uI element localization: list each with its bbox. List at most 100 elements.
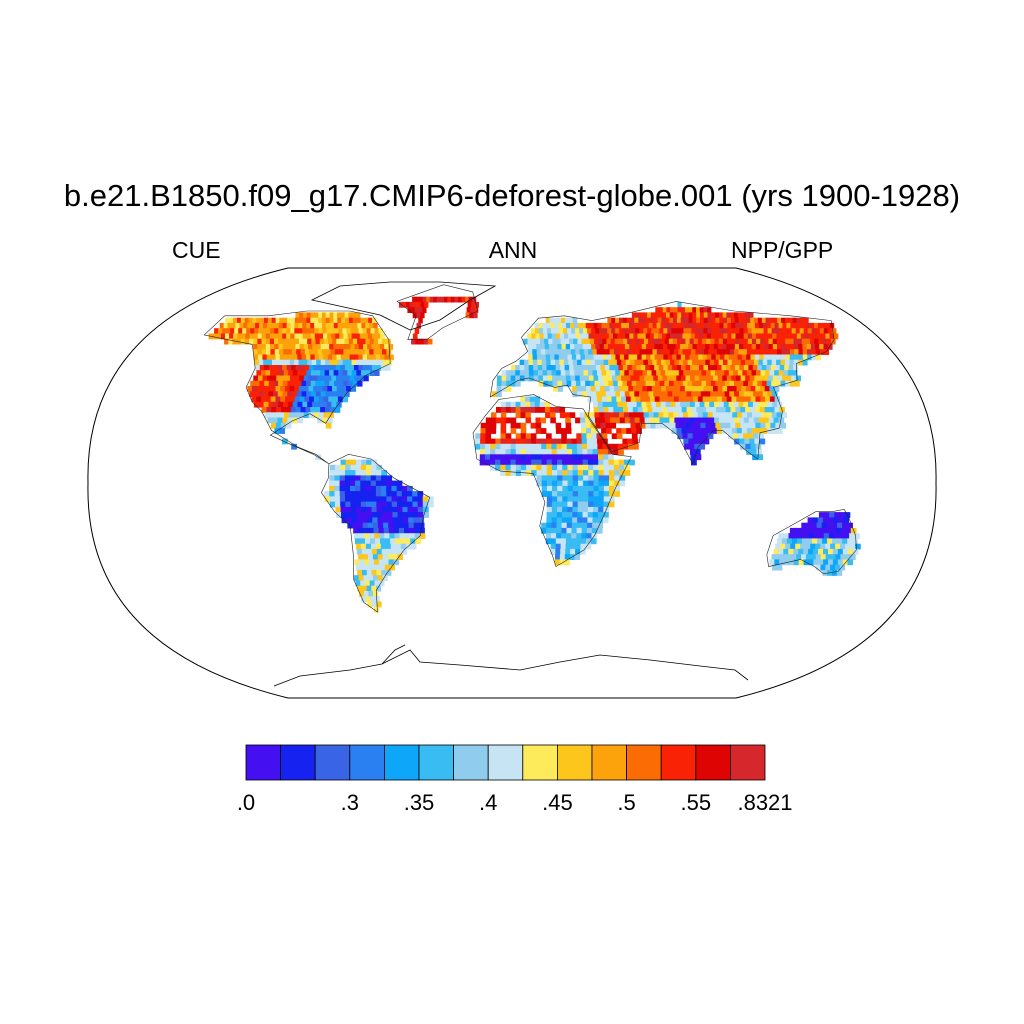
land-grid-cell [275, 422, 282, 429]
land-grid-cell [340, 365, 346, 371]
land-grid-cell [768, 375, 774, 382]
land-grid-cell [684, 322, 689, 329]
land-grid-cell [345, 470, 351, 476]
land-grid-cell [334, 491, 341, 497]
land-grid-cell [496, 386, 502, 392]
land-grid-cell [340, 459, 347, 466]
land-grid-cell [595, 422, 602, 429]
land-grid-cell [661, 317, 666, 324]
land-grid-cell [556, 370, 562, 376]
land-grid-cell [422, 501, 429, 508]
land-grid-cell [344, 480, 351, 487]
land-grid-cell [794, 354, 800, 361]
land-grid-cell [334, 480, 341, 487]
land-grid-cell [648, 391, 654, 398]
land-grid-cell [546, 322, 551, 329]
land-grid-cell [375, 344, 381, 350]
land-grid-cell [550, 538, 557, 545]
land-grid-cell [515, 459, 522, 466]
land-grid-cell [556, 375, 562, 382]
land-grid-cell [825, 554, 832, 560]
land-grid-cell [273, 365, 279, 371]
land-grid-cell [541, 470, 548, 476]
land-grid-cell [567, 501, 574, 508]
land-grid-cell [235, 322, 240, 329]
land-grid-cell [728, 354, 734, 361]
land-grid-cell [291, 443, 297, 450]
land-grid-cell [727, 386, 733, 392]
land-grid-cell [378, 559, 385, 566]
land-grid-cell [596, 527, 603, 534]
land-grid-cell [759, 354, 765, 361]
land-grid-cell [402, 506, 409, 513]
land-grid-cell [800, 527, 806, 534]
land-grid-cell [285, 396, 291, 403]
land-grid-cell [808, 548, 814, 555]
land-grid-cell [341, 317, 346, 324]
land-grid-cell [588, 375, 595, 382]
land-grid-cell [730, 422, 736, 429]
land-grid-cell [603, 475, 610, 482]
land-grid-cell [506, 375, 512, 382]
land-grid-cell [674, 333, 679, 340]
land-grid-cell [560, 338, 566, 345]
land-grid-cell [764, 338, 770, 345]
land-grid-cell [562, 491, 569, 497]
land-grid-cell [786, 538, 793, 545]
land-grid-cell [562, 480, 569, 487]
land-grid-cell [536, 470, 543, 476]
colorbar-swatch [660, 744, 697, 781]
land-grid-cell [536, 454, 542, 461]
land-grid-cell [417, 506, 424, 513]
land-grid-cell [672, 354, 678, 361]
land-grid-cell [724, 370, 730, 376]
land-grid-cell [577, 501, 584, 508]
land-grid-cell [715, 422, 721, 429]
land-grid-cell [769, 407, 776, 413]
land-grid-cell [400, 543, 407, 550]
land-grid-cell [738, 349, 744, 355]
land-grid-cell [639, 338, 645, 345]
land-grid-cell [741, 312, 746, 319]
land-grid-cell [369, 580, 375, 587]
land-grid-cell [703, 386, 709, 392]
land-grid-cell [582, 449, 588, 455]
land-grid-cell [556, 338, 562, 345]
land-grid-cell [552, 375, 558, 382]
land-grid-cell [689, 443, 695, 450]
land-grid-cell [735, 322, 740, 329]
land-grid-cell [342, 328, 347, 334]
land-grid-cell [772, 349, 778, 355]
land-grid-cell [335, 333, 340, 340]
land-grid-cell [760, 344, 765, 350]
land-grid-cell [534, 401, 541, 408]
land-grid-cell [740, 375, 746, 382]
land-grid-cell [665, 359, 671, 366]
land-grid-cell [566, 349, 572, 355]
land-grid-cell [450, 296, 455, 303]
land-grid-cell [842, 559, 849, 566]
land-grid-cell [683, 438, 689, 445]
land-grid-cell [595, 365, 601, 371]
land-grid-cell [778, 533, 785, 539]
land-grid-cell [505, 417, 512, 424]
land-grid-cell [533, 375, 539, 382]
land-grid-cell [785, 344, 791, 350]
land-grid-cell [681, 407, 688, 413]
land-grid-cell [296, 349, 302, 355]
land-grid-cell [564, 554, 571, 560]
land-grid-cell [690, 454, 697, 461]
land-grid-cell [849, 533, 855, 539]
land-grid-cell [788, 365, 794, 371]
land-grid-cell [528, 349, 533, 355]
land-grid-cell [361, 512, 368, 518]
land-grid-cell [298, 359, 304, 366]
land-grid-cell [397, 512, 404, 518]
land-grid-cell [815, 354, 821, 361]
land-grid-cell [715, 391, 721, 398]
land-grid-cell [548, 344, 554, 350]
land-grid-cell [294, 333, 300, 340]
land-grid-cell [768, 417, 775, 424]
land-grid-cell [260, 317, 265, 324]
land-grid-cell [540, 349, 546, 355]
